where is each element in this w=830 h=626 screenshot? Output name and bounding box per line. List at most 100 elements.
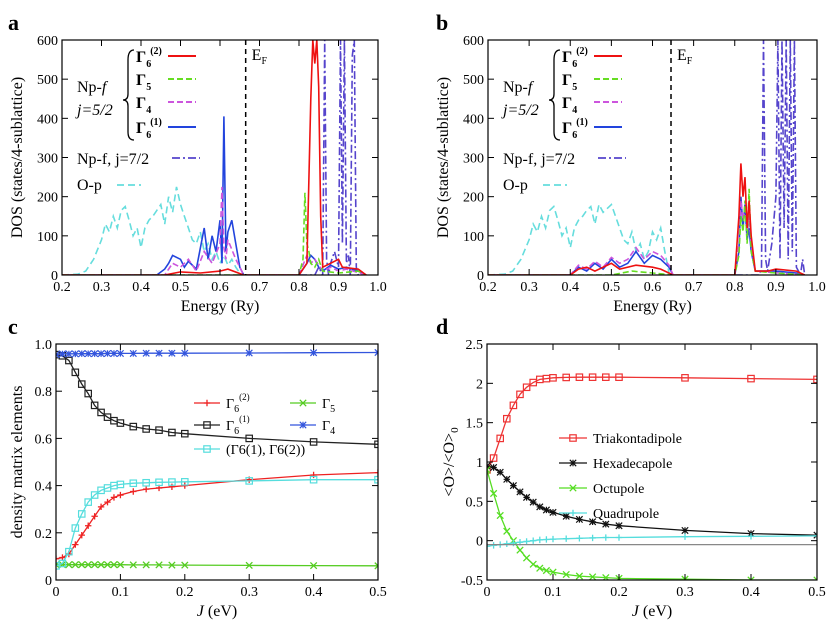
legend-sub: 6 [234,426,239,437]
data-point [489,489,498,498]
x-tick-label: 0.9 [330,280,348,295]
series-line-O-p [488,202,670,275]
data-point [142,485,150,493]
data-point [576,535,583,542]
data-point [549,535,557,543]
fermi-label-text: E [677,47,687,64]
data-point [155,426,163,434]
data-point [681,374,689,382]
data-point [530,537,537,544]
legend-gamma: Γ [562,95,572,112]
legend-label: Triakontadipole [593,432,682,447]
data-point [97,350,105,358]
series-line-Triakontadipole [487,376,817,471]
data-point [110,561,118,569]
data-point [117,491,124,499]
legend-sup: (2) [150,46,162,57]
y-tick-label: 0.5 [466,495,484,510]
series-line-Γ6(1) [56,353,378,445]
data-point [168,483,176,490]
data-point [536,536,543,544]
data-point [130,488,137,495]
data-point [516,546,524,554]
x-axis-label-var: J [197,603,205,620]
data-point [487,466,491,474]
data-point [562,570,570,579]
x-tick-label: 0.8 [726,280,744,295]
legend-label: Hexadecapole [593,457,672,472]
y-tick-label: 2 [476,377,483,392]
data-point [615,534,623,541]
series-line-Γ4 [62,186,367,275]
data-point [487,542,491,550]
series-line-Γ5 [488,188,805,275]
data-point [813,576,817,580]
data-point [496,468,504,476]
data-point [529,498,537,506]
data-point [588,573,597,580]
data-point [84,561,92,569]
series-line-Γ6(2) [488,163,806,275]
data-point [97,561,105,569]
x-tick-label: 0.6 [644,280,662,295]
x-tick-label: 0.2 [610,585,628,600]
data-point [747,576,755,580]
y-tick-label: 0.4 [35,480,53,495]
legend-sub: 5 [146,82,151,93]
data-point [549,508,557,516]
x-tick-label: 0.5 [172,280,190,295]
data-point [549,374,557,382]
data-point [142,425,150,433]
legend-label: Γ6 (1) [562,117,588,141]
series-line-Γ4 [488,200,805,275]
data-point [588,518,597,526]
data-point [309,349,318,357]
data-point [84,498,93,506]
x-tick-label: 0.5 [808,585,826,600]
plot-area [487,373,817,580]
legend-sub: 4 [330,426,335,437]
x-tick-label: 0.5 [369,585,387,600]
legend-label: Γ6 (1) [136,117,162,141]
data-point [615,522,623,530]
plot-area [488,40,806,275]
data-point [116,561,125,569]
data-point [615,373,623,381]
y-tick-label: 100 [463,230,484,245]
legend-label: Octupole [593,482,644,497]
x-axis-label-text: Energy (Ry) [181,298,260,315]
data-point [562,373,571,382]
fermi-label-sub: F [687,56,693,67]
y-tick-label: 1 [476,456,483,471]
legend-gamma: Γ [136,95,146,112]
legend-marker [569,434,577,442]
data-point [602,520,610,528]
legend-group-italic: f [528,79,535,96]
legend-group-label: Np-f [503,79,535,96]
x-tick-label: 0.4 [742,585,760,600]
data-point [84,389,93,398]
legend-sup: (2) [576,46,588,57]
plot-frame [55,343,379,581]
data-point [85,522,92,529]
data-point [110,349,118,358]
legend-label: Γ5 [562,72,577,93]
panel-letter: b [436,10,448,35]
data-point [155,561,163,569]
legend-sub: 6 [146,130,151,141]
data-point [542,506,551,514]
legend-marker [569,484,577,492]
legend-gamma: Γ [322,397,330,412]
x-axis-label-text: (eV) [204,603,237,620]
y-tick-label: 200 [463,191,484,206]
legend-sub: 5 [330,404,335,415]
legend-marker [569,459,577,467]
data-point [813,532,817,540]
legend-sup: (1) [150,117,162,128]
y-axis-label-sub: 0 [449,427,461,433]
x-axis-label-text: (eV) [639,603,672,620]
data-point [503,527,511,535]
legend-marker [299,421,307,429]
data-point [374,469,378,476]
